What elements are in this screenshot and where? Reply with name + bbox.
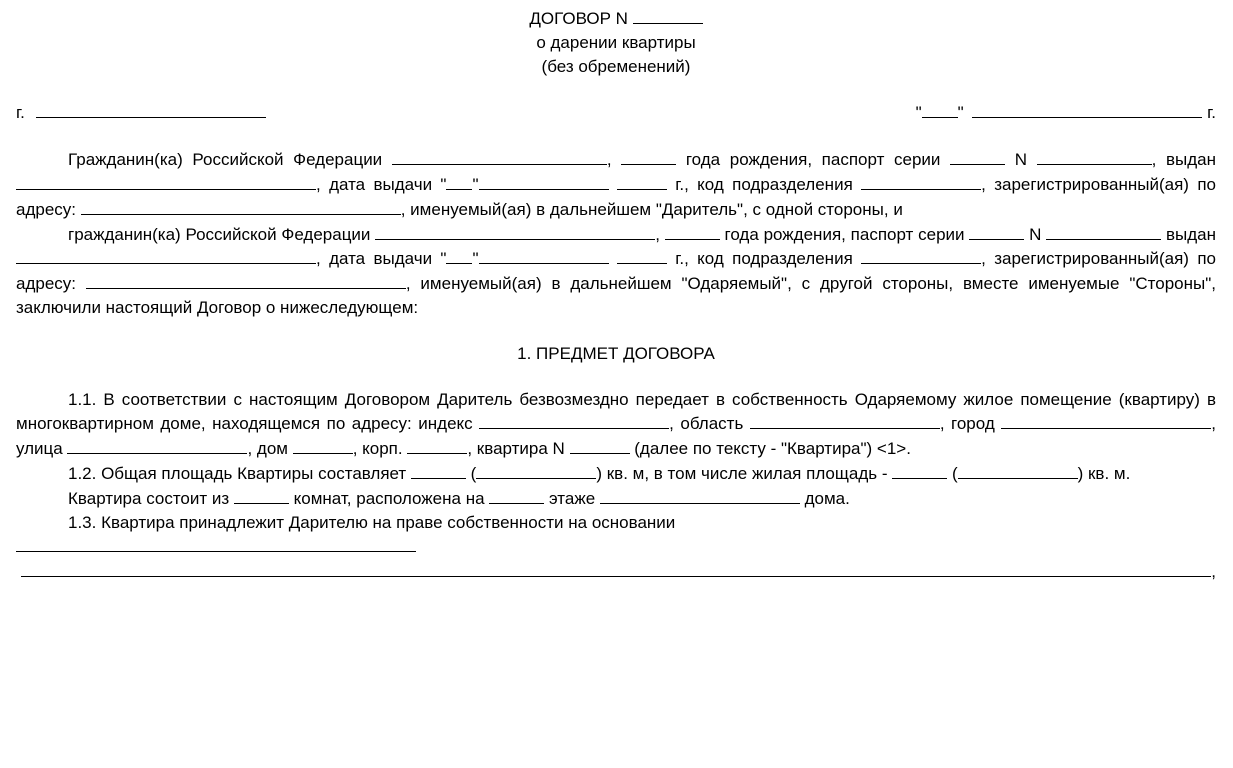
living-area-words-blank [958, 461, 1078, 479]
p2-t6: , дата выдачи " [316, 249, 446, 268]
donee-birth-year-blank [665, 222, 720, 240]
total-area-num-blank [411, 461, 466, 479]
donor-issue-month-blank [479, 172, 609, 190]
donee-address-blank [86, 271, 406, 289]
street-blank [67, 436, 247, 454]
p1-t3: года рождения, паспорт серии [676, 150, 950, 169]
p2-t4: N [1024, 225, 1046, 244]
donor-issue-day-blank [446, 172, 472, 190]
p1-t2: , [607, 150, 621, 169]
title-line3: (без обременений) [16, 55, 1216, 79]
ownership-basis-blank [16, 534, 416, 552]
p2-t9: г., код подразделения [667, 249, 861, 268]
s13-t1: 1.3. Квартира принадлежит Дарителю на пр… [68, 513, 675, 532]
s11-t6: , корп. [353, 439, 408, 458]
month-blank [972, 100, 1202, 118]
p1-t11: , именуемый(ая) в дальнейшем "Даритель",… [401, 200, 903, 219]
region-blank [750, 411, 940, 429]
city-blank [36, 100, 266, 118]
s11-t2: , область [669, 414, 750, 433]
s12-t2: ( [466, 464, 476, 483]
house-type-blank [600, 486, 800, 504]
trailing-comma: , [1211, 562, 1216, 581]
donor-birth-year-blank [621, 147, 676, 165]
s12b-t1: Квартира состоит из [68, 489, 234, 508]
donor-issue-year-blank [617, 172, 667, 190]
section-1-body: 1.1. В соответствии с настоящим Договоро… [16, 388, 1216, 584]
day-blank [922, 100, 958, 118]
house-blank [293, 436, 353, 454]
donor-address-blank [81, 197, 401, 215]
s11-t3: , город [940, 414, 1001, 433]
section-1-heading: 1. ПРЕДМЕТ ДОГОВОРА [16, 342, 1216, 366]
donor-passport-number-blank [1037, 147, 1152, 165]
s12-t5: ) кв. м. [1078, 464, 1131, 483]
date-group: "" г. [916, 100, 1216, 125]
donee-passport-number-blank [1046, 222, 1161, 240]
s12b-t2: комнат, расположена на [289, 489, 489, 508]
city-blank-2 [1001, 411, 1211, 429]
total-area-words-blank [476, 461, 596, 479]
p2-t8 [609, 249, 617, 268]
p1-t9: г., код подразделения [667, 175, 861, 194]
donee-issue-day-blank [446, 246, 472, 264]
city-date-line: г. "" г. [16, 100, 1216, 125]
donor-name-blank [392, 147, 607, 165]
p1-t6: , дата выдачи " [316, 175, 446, 194]
clause-1-1: 1.1. В соответствии с настоящим Договоро… [16, 388, 1216, 461]
clause-1-3: 1.3. Квартира принадлежит Дарителю на пр… [16, 511, 1216, 535]
clause-1-3-blank-line [16, 534, 1216, 559]
clause-1-2-rooms: Квартира состоит из комнат, расположена … [16, 486, 1216, 511]
building-blank [407, 436, 467, 454]
donee-paragraph: гражданин(ка) Российской Федерации , год… [16, 222, 1216, 320]
p2-t5: выдан [1161, 225, 1216, 244]
s11-t7: , квартира N [467, 439, 569, 458]
city-group: г. [16, 100, 266, 125]
parties-block: Гражданин(ка) Российской Федерации , год… [16, 147, 1216, 320]
s11-t5: , дом [247, 439, 292, 458]
clause-1-2: 1.2. Общая площадь Квартиры составляет (… [16, 461, 1216, 486]
floor-blank [489, 486, 544, 504]
p2-t2: , [655, 225, 665, 244]
rooms-blank [234, 486, 289, 504]
donee-passport-series-blank [969, 222, 1024, 240]
city-label: г. [16, 103, 25, 122]
donor-paragraph: Гражданин(ка) Российской Федерации , год… [16, 147, 1216, 221]
donor-passport-series-blank [950, 147, 1005, 165]
s12b-t4: дома. [800, 489, 850, 508]
index-blank [479, 411, 669, 429]
p2-t1: гражданин(ка) Российской Федерации [68, 225, 375, 244]
quote-close: " [958, 103, 964, 122]
year-suffix: г. [1207, 103, 1216, 122]
donee-code-blank [861, 246, 981, 264]
ownership-basis-blank-2 [21, 559, 1211, 577]
p1-t5: , выдан [1152, 150, 1216, 169]
living-area-num-blank [892, 461, 947, 479]
s12-t1: 1.2. Общая площадь Квартиры составляет [68, 464, 411, 483]
p2-t3: года рождения, паспорт серии [720, 225, 970, 244]
title-block: ДОГОВОР N о дарении квартиры (без обреме… [16, 6, 1216, 78]
s12b-t3: этаже [544, 489, 600, 508]
contract-number-blank [633, 6, 703, 24]
donor-issued-by-blank [16, 172, 316, 190]
donee-issue-year-blank [617, 246, 667, 264]
trailing-comma-line: , [16, 559, 1216, 584]
p1-t4: N [1005, 150, 1037, 169]
donor-code-blank [861, 172, 981, 190]
title-line1-prefix: ДОГОВОР N [529, 9, 632, 28]
s11-t8: (далее по тексту - "Квартира") <1>. [630, 439, 911, 458]
s12-t3: ) кв. м, в том числе жилая площадь - [596, 464, 892, 483]
donee-issue-month-blank [479, 246, 609, 264]
donee-name-blank [375, 222, 655, 240]
s12-t4: ( [947, 464, 957, 483]
apartment-number-blank [570, 436, 630, 454]
p1-t8 [609, 175, 617, 194]
title-line2: о дарении квартиры [16, 31, 1216, 55]
p1-t1: Гражданин(ка) Российской Федерации [68, 150, 392, 169]
donee-issued-by-blank [16, 246, 316, 264]
